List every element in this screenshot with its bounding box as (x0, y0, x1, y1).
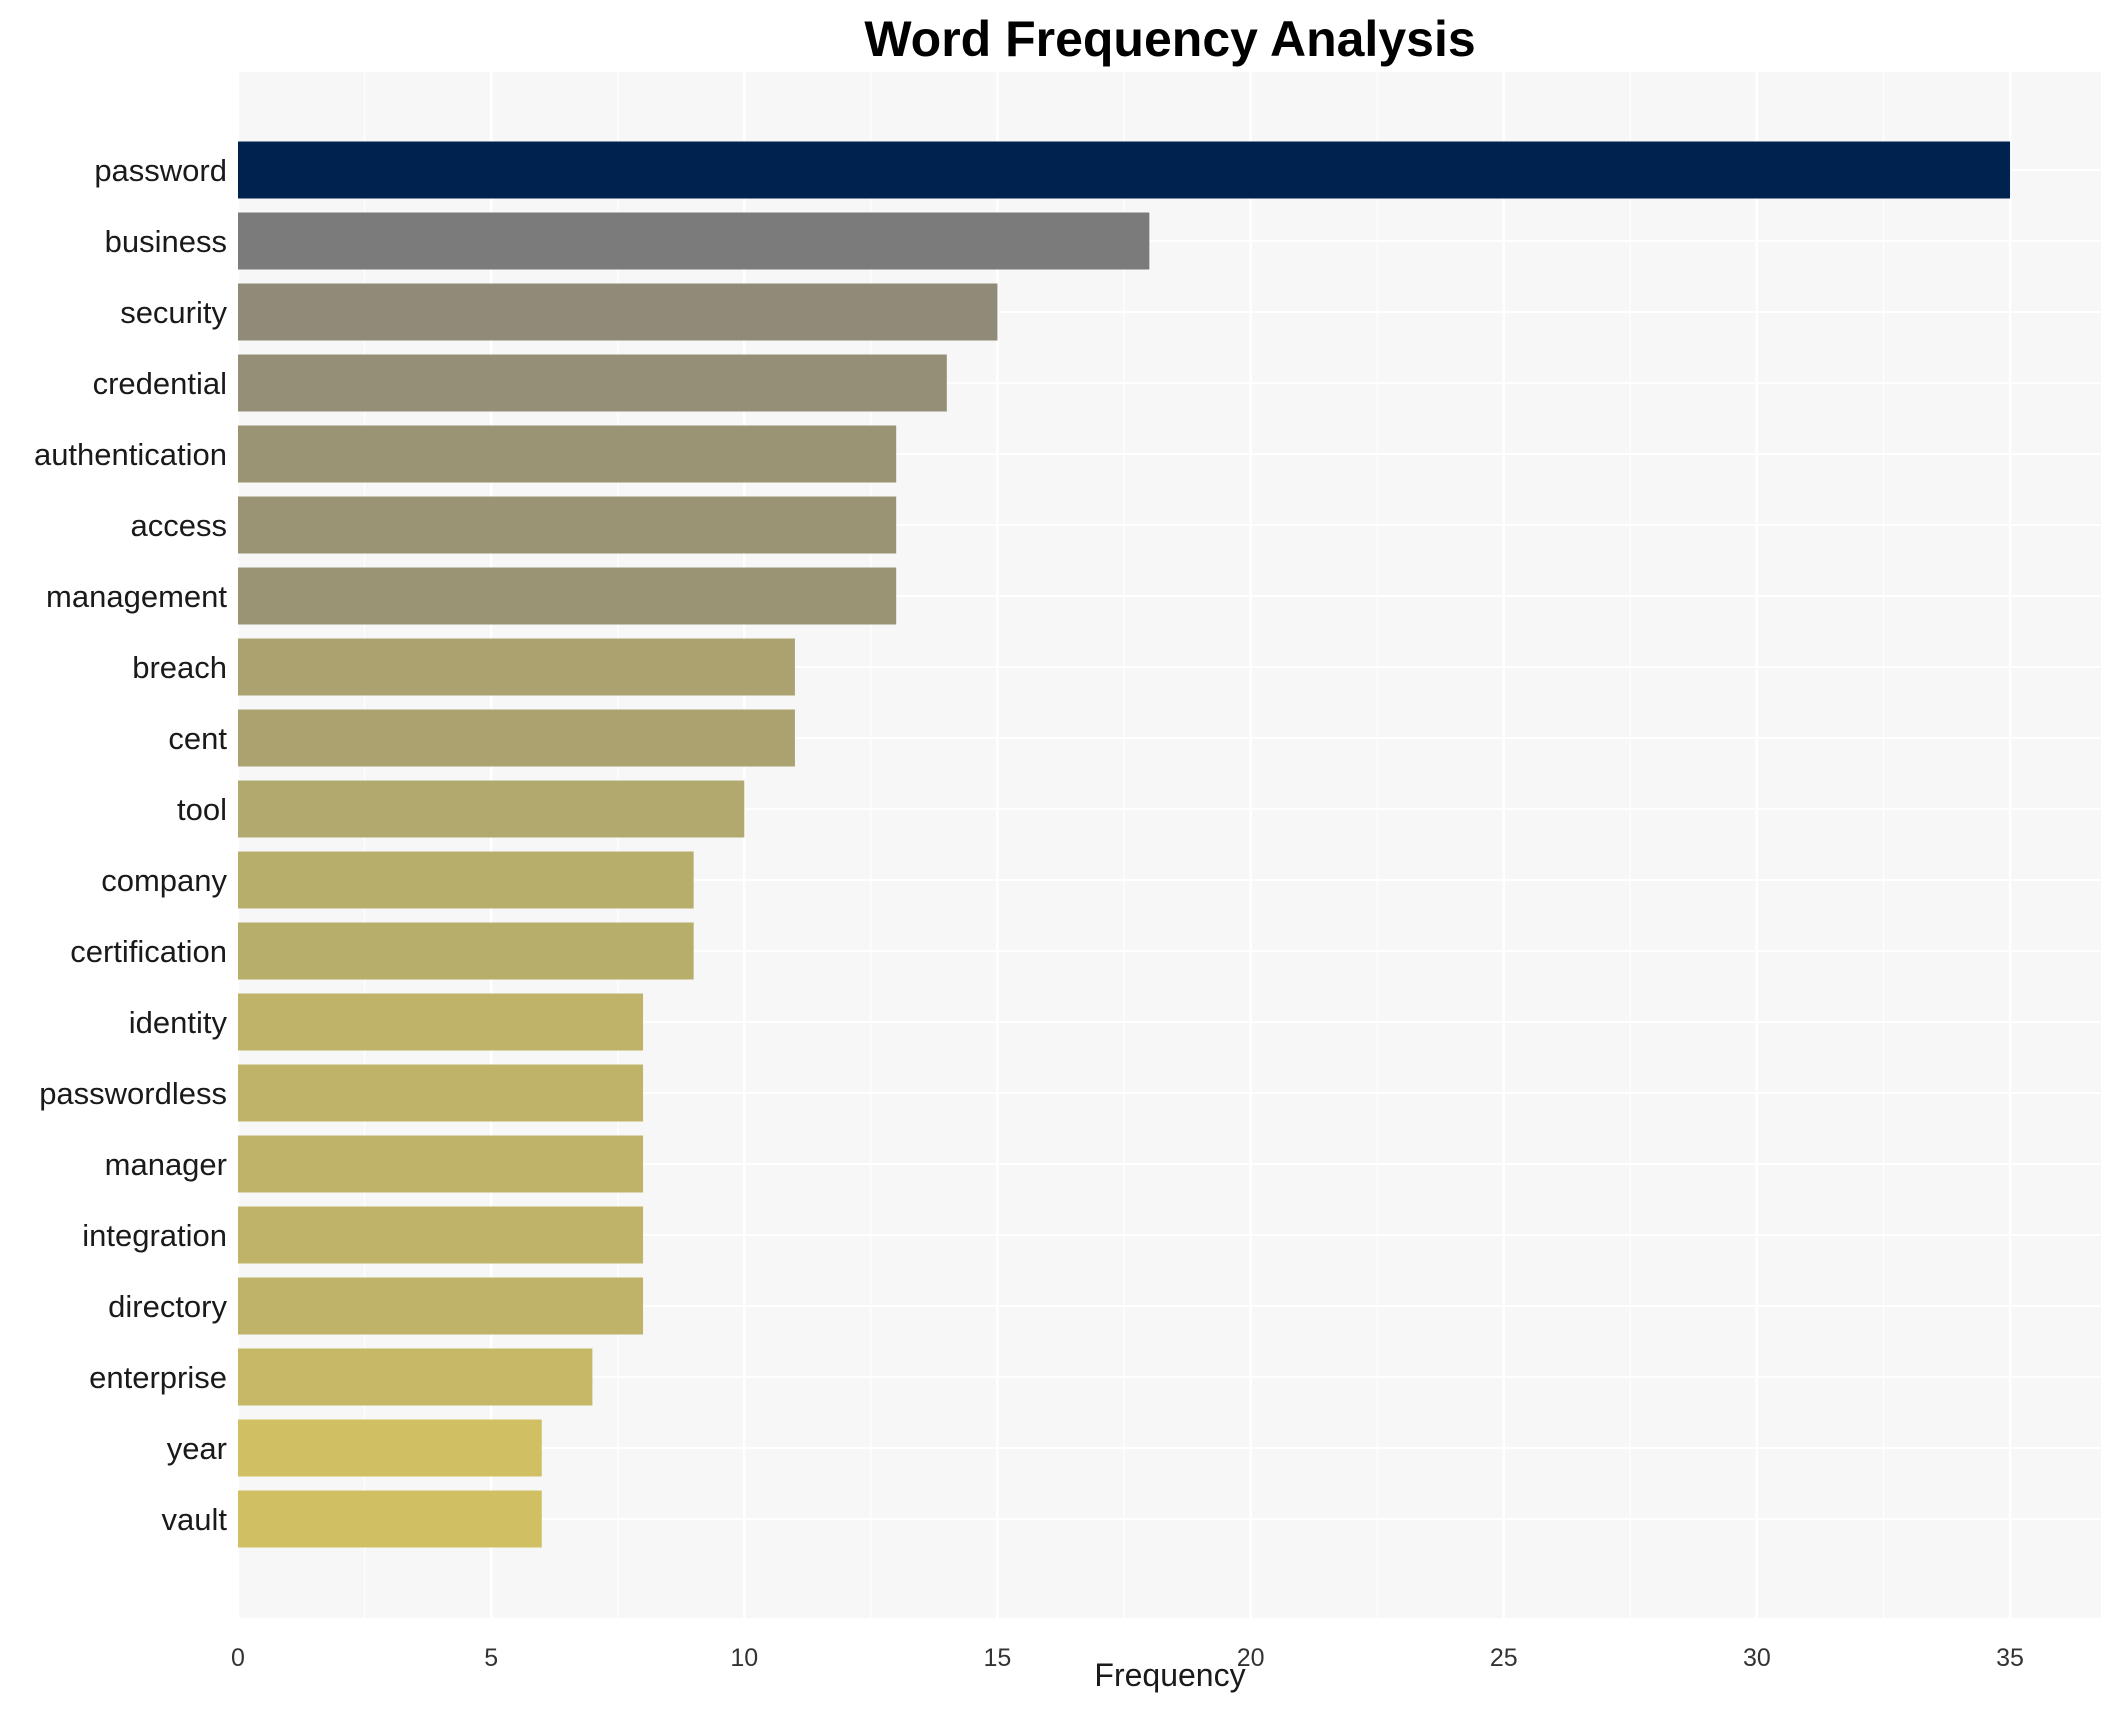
bar-business (238, 212, 1150, 270)
category-label: directory (108, 1289, 227, 1324)
category-label: security (120, 295, 227, 330)
category-label: integration (82, 1218, 227, 1253)
category-label: cent (168, 721, 227, 756)
bar-year (238, 1419, 542, 1477)
x-tick-label: 15 (984, 1644, 1012, 1672)
x-tick-label: 5 (484, 1644, 498, 1672)
bar-manager (238, 1135, 644, 1193)
category-label: management (46, 579, 227, 614)
bar-tool (238, 780, 745, 838)
category-label: identity (129, 1005, 228, 1040)
bar-management (238, 567, 897, 625)
x-tick-labels: 0 5 10 15 20 25 30 35 (231, 1644, 2024, 1672)
category-label: tool (177, 792, 227, 827)
x-tick-label: 35 (1996, 1644, 2024, 1672)
category-label: breach (132, 650, 227, 685)
bar-enterprise (238, 1348, 593, 1406)
bar-cent (238, 709, 795, 767)
category-label: passwordless (39, 1076, 227, 1111)
x-tick-label: 0 (231, 1644, 245, 1672)
category-label: vault (162, 1502, 228, 1537)
x-tick-label: 25 (1490, 1644, 1518, 1672)
category-label: business (105, 224, 227, 259)
bar-identity (238, 993, 644, 1051)
bar-authentication (238, 425, 897, 483)
bar-integration (238, 1206, 644, 1264)
bar-vault (238, 1490, 542, 1548)
x-tick-label: 20 (1237, 1644, 1265, 1672)
bars (238, 141, 2011, 1548)
chart-title: Word Frequency Analysis (864, 11, 1475, 67)
category-label: manager (105, 1147, 227, 1182)
category-label: password (94, 153, 227, 188)
x-axis-title: Frequency (1094, 1657, 1245, 1693)
category-label: enterprise (89, 1360, 227, 1395)
x-tick-label: 10 (730, 1644, 758, 1672)
bar-access (238, 496, 897, 554)
bar-security (238, 283, 998, 341)
category-label: company (101, 863, 227, 898)
x-tick-label: 30 (1743, 1644, 1771, 1672)
category-label: year (167, 1431, 227, 1466)
bar-company (238, 851, 694, 909)
category-label: certification (70, 934, 227, 969)
bar-directory (238, 1277, 644, 1335)
bar-breach (238, 638, 795, 696)
bar-credential (238, 354, 947, 412)
category-label: credential (93, 366, 227, 401)
category-label: authentication (34, 437, 227, 472)
bar-passwordless (238, 1064, 644, 1122)
bar-password (238, 141, 2011, 199)
category-labels: password business security credential authen… (34, 153, 228, 1537)
category-label: access (131, 508, 227, 543)
bar-certification (238, 922, 694, 980)
